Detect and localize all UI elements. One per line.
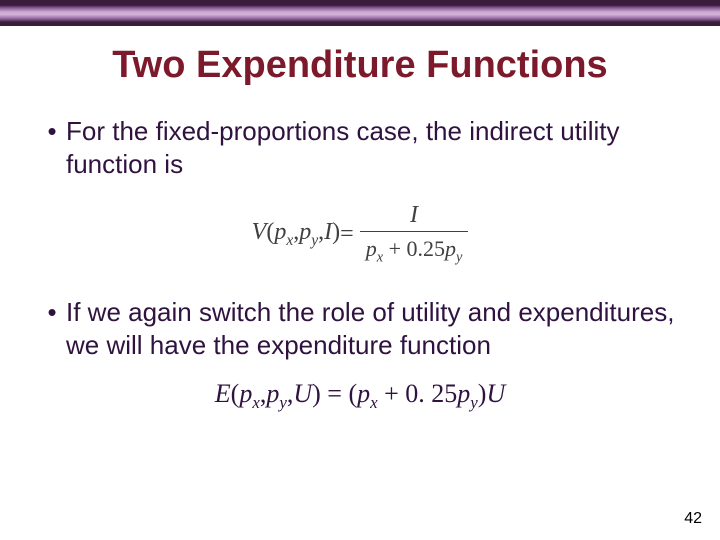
bullet-text: If we again switch the role of utility a… <box>66 296 682 361</box>
bullet-item: • For the fixed-proportions case, the in… <box>38 115 682 180</box>
expenditure-formula: E(px,py,U) = (px + 0. 25py)U <box>38 379 682 413</box>
formula-lhs: V(px,py,I) <box>252 219 341 250</box>
equals-sign: = <box>340 221 354 248</box>
decorative-header-band <box>0 0 720 26</box>
page-number: 42 <box>684 510 702 528</box>
denominator: px + 0.25py <box>360 231 469 266</box>
bullet-item: • If we again switch the role of utility… <box>38 296 682 361</box>
slide-content: • For the fixed-proportions case, the in… <box>0 115 720 414</box>
bullet-text: For the fixed-proportions case, the indi… <box>66 115 682 180</box>
bullet-marker: • <box>38 115 66 180</box>
numerator: I <box>404 202 424 231</box>
fraction: I px + 0.25py <box>360 202 469 266</box>
indirect-utility-formula: V(px,py,I) = I px + 0.25py <box>38 202 682 266</box>
slide-title: Two Expenditure Functions <box>0 44 720 87</box>
bullet-marker: • <box>38 296 66 361</box>
